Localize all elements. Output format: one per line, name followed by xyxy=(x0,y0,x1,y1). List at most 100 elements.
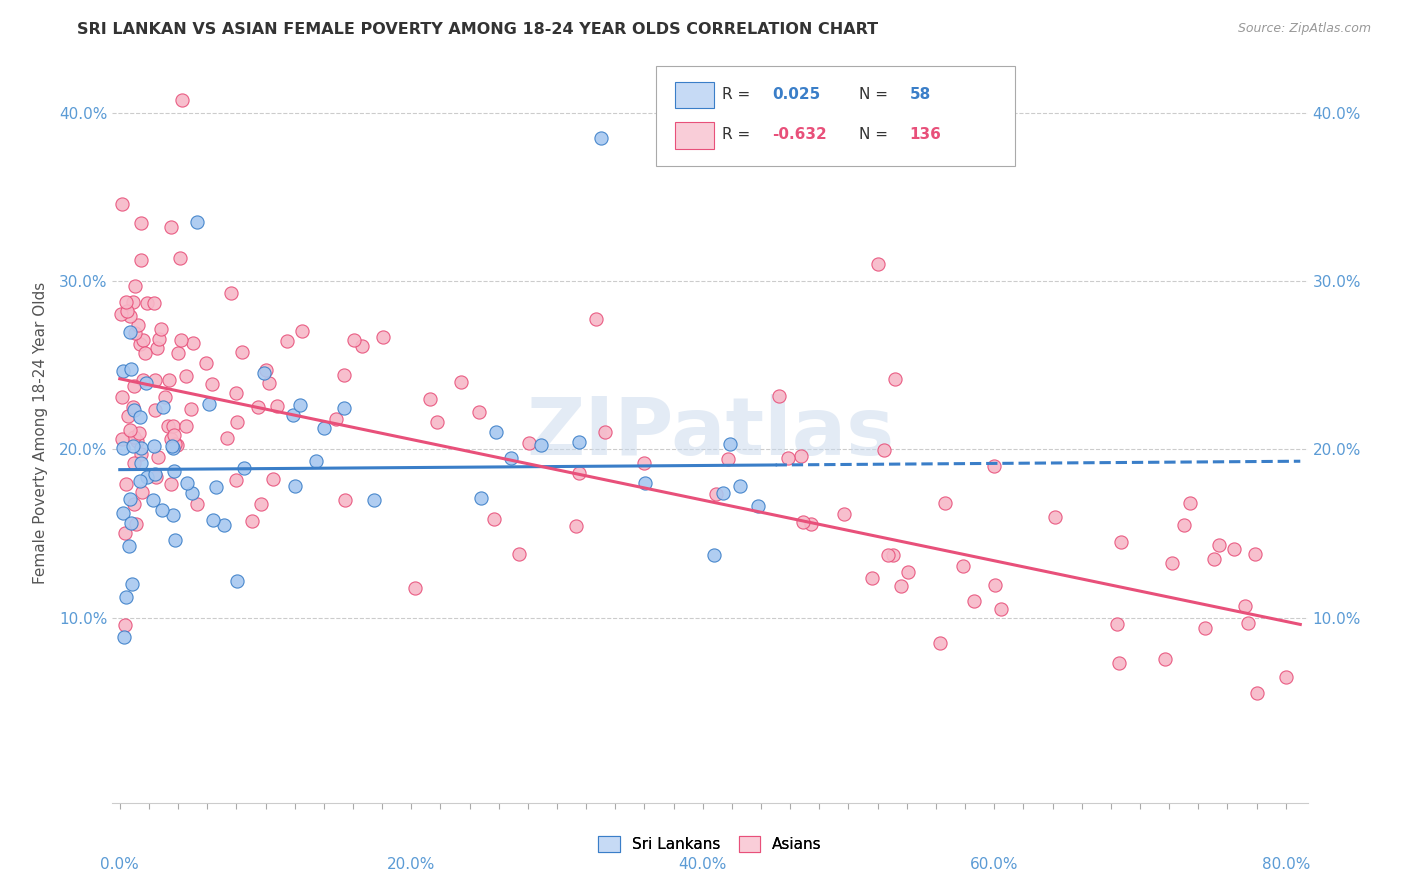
Point xyxy=(160,476,183,491)
Point xyxy=(118,491,141,506)
Point xyxy=(150,503,173,517)
Point xyxy=(565,519,588,533)
Point xyxy=(568,435,591,450)
Text: N =: N = xyxy=(859,87,893,102)
Point xyxy=(768,389,790,403)
Point xyxy=(291,324,314,338)
Point xyxy=(1246,686,1268,700)
Point xyxy=(148,450,170,464)
Point xyxy=(508,547,530,561)
Point xyxy=(162,441,184,455)
Point xyxy=(1108,656,1130,670)
Point xyxy=(125,516,148,531)
Point xyxy=(118,423,141,437)
Point xyxy=(1223,542,1246,557)
Point xyxy=(174,418,197,433)
Point xyxy=(281,408,304,422)
Point xyxy=(132,373,155,387)
Point xyxy=(792,515,814,529)
Point xyxy=(117,409,139,424)
Point xyxy=(128,474,150,488)
Point xyxy=(593,425,616,439)
Point xyxy=(333,368,356,383)
Point xyxy=(111,390,134,404)
Point xyxy=(266,399,288,413)
Text: SRI LANKAN VS ASIAN FEMALE POVERTY AMONG 18-24 YEAR OLDS CORRELATION CHART: SRI LANKAN VS ASIAN FEMALE POVERTY AMONG… xyxy=(77,22,879,37)
Point xyxy=(711,486,734,500)
Point xyxy=(127,318,149,332)
Point xyxy=(352,339,374,353)
Point xyxy=(884,371,907,385)
Point xyxy=(718,437,741,451)
Point xyxy=(246,400,269,414)
Point xyxy=(983,459,1005,474)
Point xyxy=(170,93,193,107)
Text: 80.0%: 80.0% xyxy=(1261,856,1310,871)
Point xyxy=(129,447,152,461)
Point xyxy=(111,197,134,211)
Point xyxy=(212,518,235,533)
Point xyxy=(333,492,356,507)
Point xyxy=(180,401,202,416)
Point xyxy=(136,295,159,310)
Text: 20.0%: 20.0% xyxy=(387,856,436,871)
Point xyxy=(180,486,202,500)
Point xyxy=(181,335,204,350)
Point xyxy=(121,294,143,309)
Point xyxy=(163,428,186,442)
Point xyxy=(1274,670,1296,684)
Point xyxy=(219,285,242,300)
Point xyxy=(1173,518,1195,533)
Point xyxy=(118,325,141,339)
Point xyxy=(876,548,898,562)
Point xyxy=(1160,556,1182,570)
Point xyxy=(121,516,143,530)
Point xyxy=(990,602,1012,616)
Point xyxy=(146,341,169,355)
Point xyxy=(363,493,385,508)
Point xyxy=(1233,599,1256,613)
Point xyxy=(124,279,146,293)
Point xyxy=(1202,552,1225,566)
Point xyxy=(589,131,612,145)
Point xyxy=(1045,509,1067,524)
Point xyxy=(426,415,449,429)
Text: 60.0%: 60.0% xyxy=(970,856,1018,871)
Point xyxy=(121,439,143,453)
Point xyxy=(125,434,148,448)
Point xyxy=(240,514,263,528)
Point xyxy=(934,496,956,510)
Point xyxy=(148,332,170,346)
Point xyxy=(225,474,247,488)
Point xyxy=(162,418,184,433)
Point xyxy=(1208,538,1230,552)
Point xyxy=(132,334,155,348)
Point xyxy=(201,513,224,527)
Point xyxy=(134,346,156,360)
Point xyxy=(122,456,145,470)
Point xyxy=(186,497,208,511)
Point xyxy=(747,499,769,513)
Point xyxy=(129,215,152,229)
Point xyxy=(170,333,193,347)
Point xyxy=(174,369,197,384)
Point xyxy=(150,322,173,336)
Point xyxy=(143,467,166,481)
Point xyxy=(152,400,174,414)
Point xyxy=(124,326,146,340)
Point xyxy=(160,220,183,235)
Point xyxy=(860,571,883,585)
Point xyxy=(530,438,553,452)
Point xyxy=(450,375,472,389)
Point xyxy=(143,296,166,310)
Point xyxy=(873,442,896,457)
Point xyxy=(332,401,354,415)
Point xyxy=(115,477,138,491)
Point xyxy=(155,390,177,404)
Point xyxy=(163,464,186,478)
Point xyxy=(186,215,208,229)
Point xyxy=(111,506,134,520)
Point xyxy=(984,578,1007,592)
Text: -0.632: -0.632 xyxy=(772,127,827,142)
Point xyxy=(117,539,139,553)
